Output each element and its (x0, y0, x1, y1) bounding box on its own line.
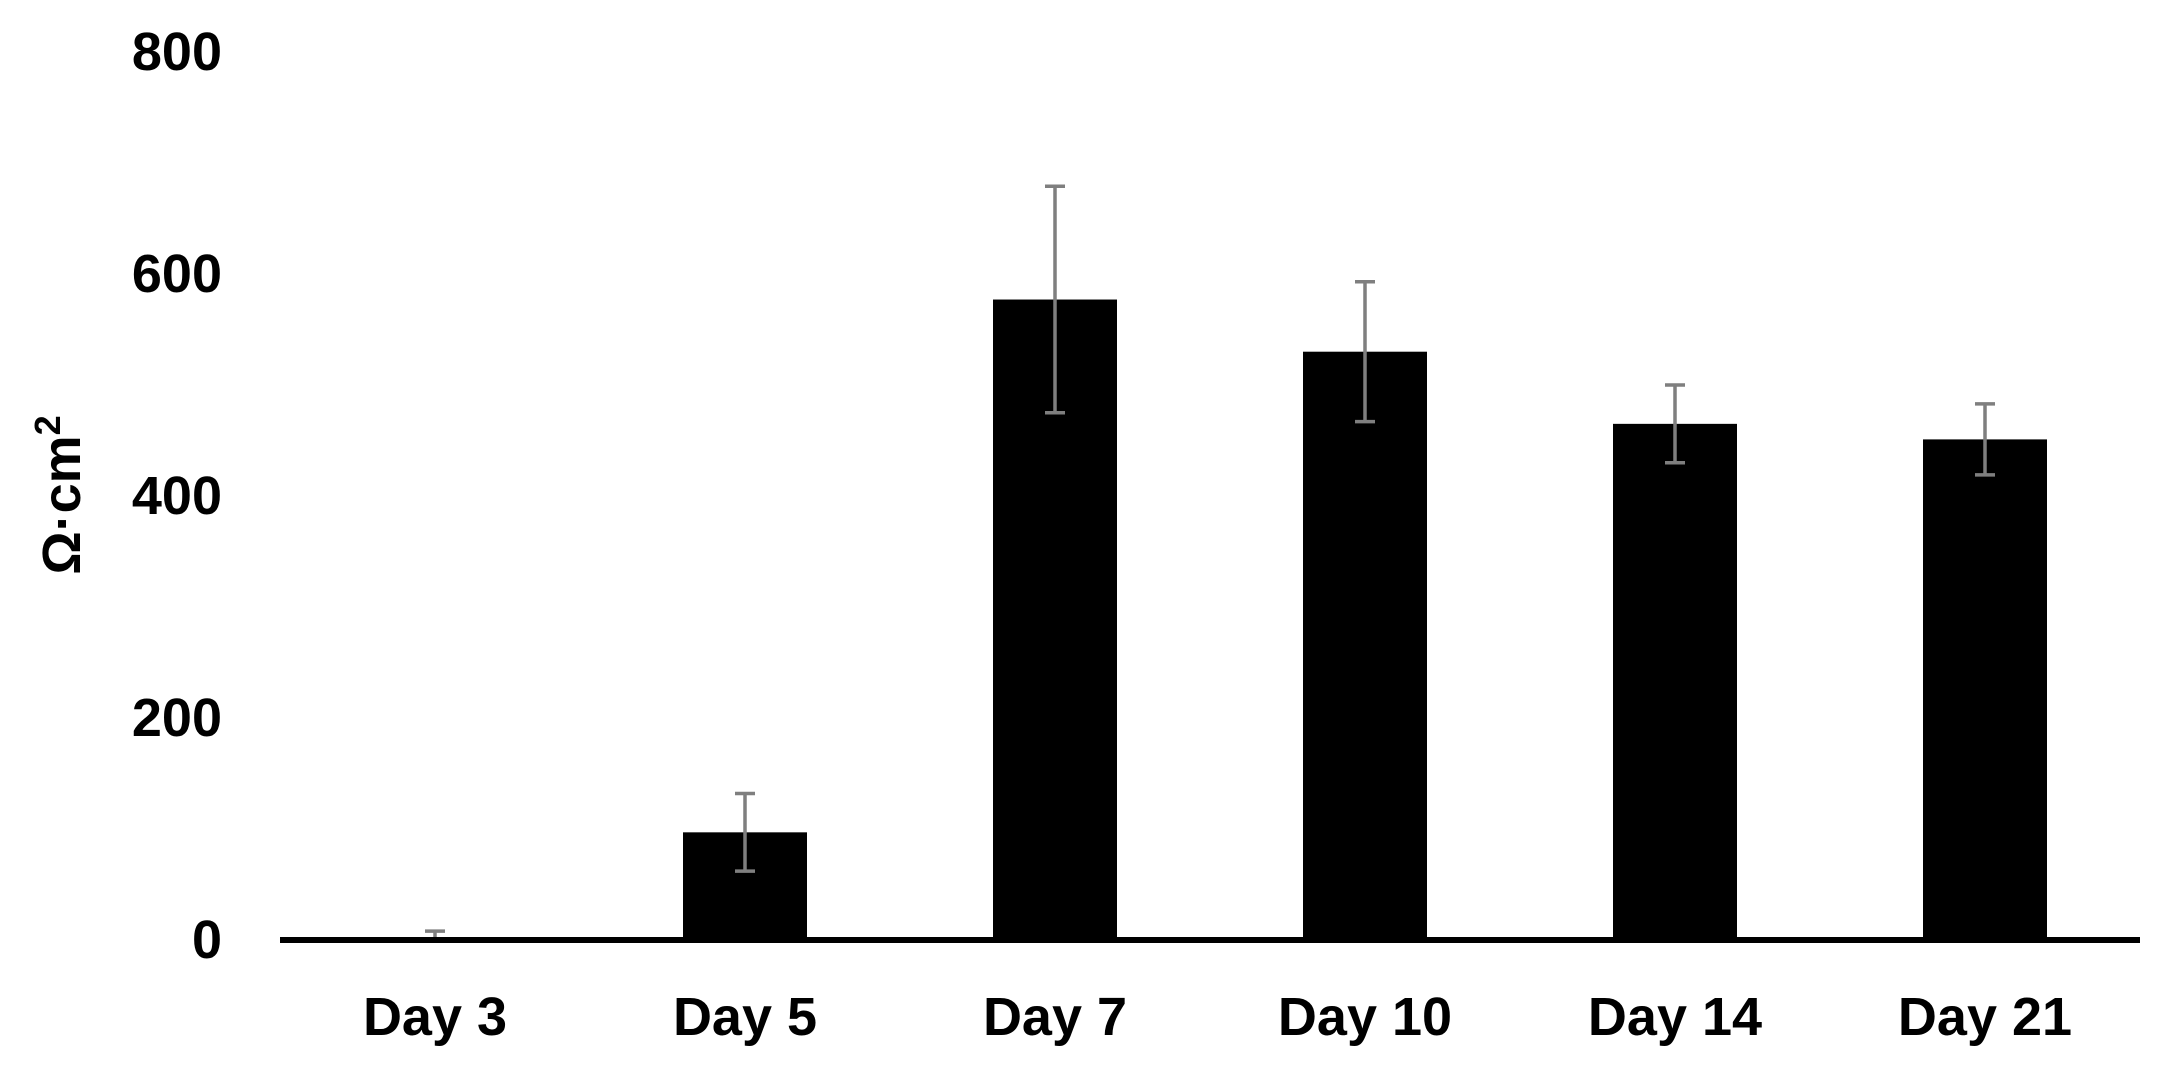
bar (1923, 439, 2047, 940)
y-tick-label: 800 (132, 22, 222, 82)
bar (1613, 423, 1737, 941)
error-bars-group (425, 184, 1995, 942)
y-axis-title-main: Ω·cm (32, 435, 92, 574)
y-tick-label: 600 (132, 244, 222, 304)
y-tick-label: 0 (192, 910, 222, 970)
y-axis-title-superscript: 2 (27, 415, 68, 435)
y-axis-title: Ω·cm2 (27, 415, 93, 574)
x-tick-label: Day 5 (673, 987, 817, 1047)
x-axis-labels: Day 3 Day 5 Day 7 Day 10 Day 14 Day 21 (363, 987, 2072, 1047)
y-axis-ticks: 0 200 400 600 800 (132, 22, 222, 970)
y-tick-label: 400 (132, 466, 222, 526)
x-tick-label: Day 10 (1278, 987, 1452, 1047)
y-tick-label: 200 (132, 688, 222, 748)
x-tick-label: Day 14 (1588, 987, 1762, 1047)
x-tick-label: Day 21 (1898, 987, 2072, 1047)
bar (1303, 351, 1427, 940)
x-tick-label: Day 3 (363, 987, 507, 1047)
bars-group (373, 299, 2047, 941)
x-tick-label: Day 7 (983, 987, 1127, 1047)
